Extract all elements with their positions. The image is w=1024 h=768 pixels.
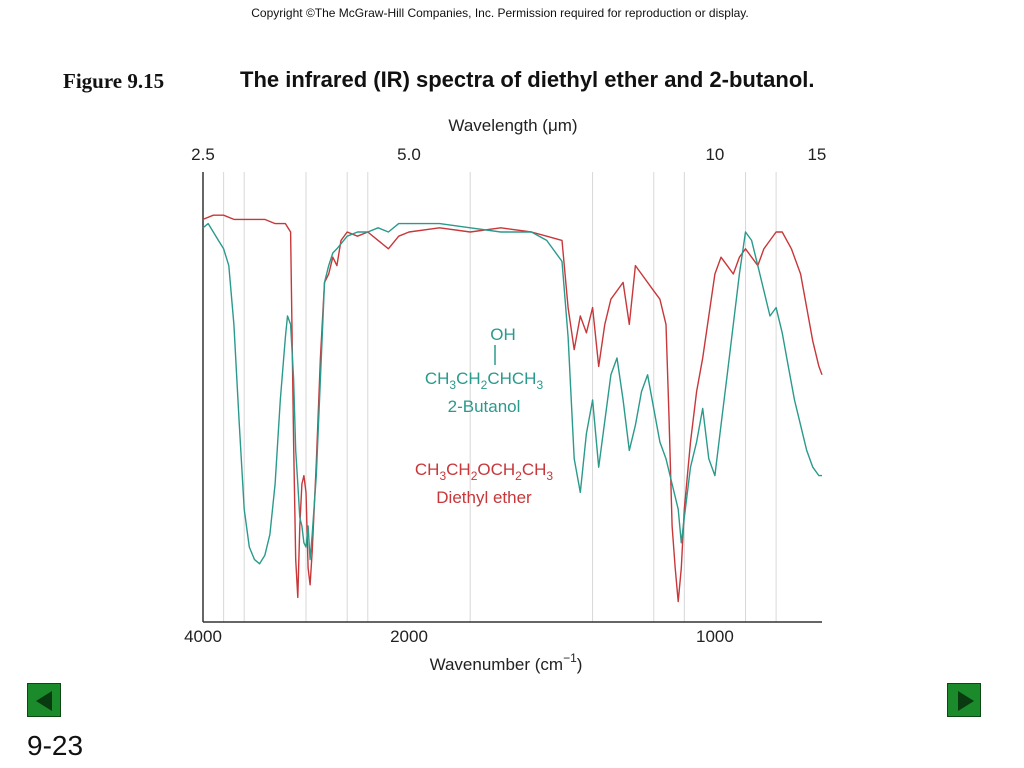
butanol-formula: CH3CH2CHCH3 bbox=[425, 369, 544, 392]
next-slide-button[interactable] bbox=[947, 683, 981, 717]
spectrum-series bbox=[202, 214, 823, 603]
formula-segment: CH bbox=[425, 369, 450, 388]
formula-segment: CH bbox=[415, 460, 440, 479]
series-line-diethyl-ether bbox=[202, 214, 823, 603]
formula-subscript: 2 bbox=[481, 378, 488, 392]
formula-subscript: 3 bbox=[546, 469, 553, 483]
formula-segment: OCH bbox=[477, 460, 515, 479]
top-axis-label: Wavelength (μm) bbox=[448, 116, 577, 135]
top-axis-ticks: 2.5 5.0 10 15 bbox=[191, 145, 826, 164]
triangle-left-icon bbox=[36, 691, 52, 711]
slide-number: 9-23 bbox=[27, 730, 84, 761]
butanol-name: 2-Butanol bbox=[448, 397, 521, 416]
ether-formula: CH3CH2OCH2CH3 bbox=[415, 460, 554, 483]
butanol-oh-label: OH bbox=[490, 325, 516, 344]
bottom-tick-label: 2000 bbox=[390, 627, 428, 646]
bottom-tick-label: 1000 bbox=[696, 627, 734, 646]
formula-subscript: 3 bbox=[449, 378, 456, 392]
series-line-2-butanol bbox=[202, 222, 822, 565]
bottom-tick-label: 4000 bbox=[184, 627, 222, 646]
ir-spectrum-chart: Wavelength (μm) 2.5 5.0 10 15 4000 2000 1000 … bbox=[184, 116, 826, 674]
ether-structure: CH3CH2OCH2CH3 Diethyl ether bbox=[415, 460, 554, 507]
top-tick-label: 5.0 bbox=[397, 145, 421, 164]
top-tick-label: 10 bbox=[705, 145, 724, 164]
ether-name: Diethyl ether bbox=[436, 488, 532, 507]
figure-title: The infrared (IR) spectra of diethyl eth… bbox=[240, 67, 815, 92]
butanol-structure: OH CH3CH2CHCH3 2-Butanol bbox=[425, 325, 544, 416]
bottom-axis-label-close: ) bbox=[577, 655, 583, 674]
formula-subscript: 3 bbox=[439, 469, 446, 483]
formula-subscript: 3 bbox=[536, 378, 543, 392]
axes bbox=[202, 172, 822, 623]
bottom-axis-ticks: 4000 2000 1000 bbox=[184, 627, 734, 646]
previous-slide-button[interactable] bbox=[27, 683, 61, 717]
formula-segment: CH bbox=[522, 460, 547, 479]
bottom-axis-label: Wavenumber (cm−1) bbox=[430, 651, 583, 674]
top-tick-label: 2.5 bbox=[191, 145, 215, 164]
triangle-right-icon bbox=[958, 691, 974, 711]
formula-segment: CH bbox=[446, 460, 471, 479]
bottom-axis-label-sup: −1 bbox=[563, 651, 577, 665]
formula-segment: CH bbox=[456, 369, 481, 388]
copyright-notice: Copyright ©The McGraw-Hill Companies, In… bbox=[251, 6, 749, 20]
grid-lines bbox=[223, 172, 777, 622]
top-tick-label: 15 bbox=[807, 145, 826, 164]
formula-subscript: 2 bbox=[515, 469, 522, 483]
bottom-axis-label-main: Wavenumber (cm bbox=[430, 655, 564, 674]
formula-subscript: 2 bbox=[471, 469, 478, 483]
formula-segment: CHCH bbox=[487, 369, 536, 388]
figure-label: Figure 9.15 bbox=[63, 69, 165, 93]
